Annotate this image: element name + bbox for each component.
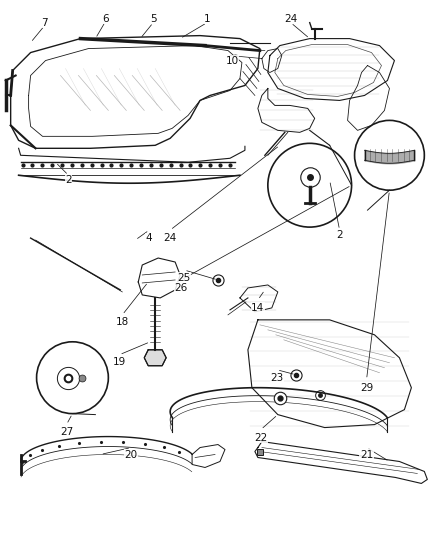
Text: 27: 27: [60, 426, 73, 437]
Text: 14: 14: [251, 303, 265, 313]
Text: 5: 5: [150, 14, 156, 23]
Text: 22: 22: [254, 433, 268, 442]
Text: 25: 25: [177, 273, 191, 283]
Text: 29: 29: [360, 383, 373, 393]
Text: 20: 20: [125, 449, 138, 459]
Polygon shape: [144, 350, 166, 366]
Text: 18: 18: [116, 317, 129, 327]
Text: 10: 10: [226, 55, 239, 66]
Text: 19: 19: [113, 357, 126, 367]
Text: 21: 21: [360, 449, 373, 459]
Text: 24: 24: [163, 233, 177, 243]
Text: 7: 7: [41, 18, 48, 28]
Text: 4: 4: [146, 233, 152, 243]
Circle shape: [355, 120, 424, 190]
Text: 2: 2: [65, 175, 72, 185]
Text: 23: 23: [270, 373, 283, 383]
Text: 26: 26: [174, 283, 188, 293]
Text: 6: 6: [102, 14, 109, 23]
Circle shape: [268, 143, 352, 227]
Text: 1: 1: [204, 14, 210, 23]
Text: 24: 24: [284, 14, 297, 23]
Circle shape: [37, 342, 108, 414]
Text: 2: 2: [336, 230, 343, 240]
